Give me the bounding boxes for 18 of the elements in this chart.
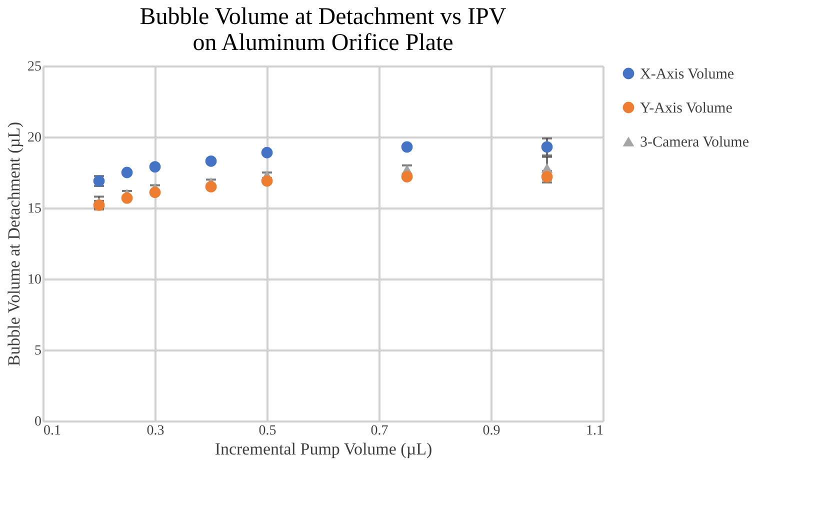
x-tick-label: 0.9	[482, 424, 500, 438]
y-tick-label: 0	[34, 414, 42, 430]
legend-label: Y-Axis Volume	[640, 100, 733, 116]
y-tick-label: 20	[28, 130, 42, 146]
x-tick-label: 0.3	[146, 424, 164, 438]
chart-title: Bubble Volume at Detachment vs IPV on Aluminum Orifice Plate	[140, 4, 507, 56]
x-tick-label: 1.1	[586, 424, 604, 438]
y-tick-label: 25	[28, 60, 42, 74]
x-tick-label: 0.1	[44, 424, 61, 438]
x-tick-label: 0.5	[258, 424, 276, 438]
y-tick-label: 10	[28, 272, 42, 288]
x-axis-title: Incremental Pump Volume (µL)	[214, 440, 432, 458]
legend-label: X-Axis Volume	[640, 66, 734, 82]
y-tick-label: 5	[34, 344, 42, 358]
legend-label: 3-Camera Volume	[640, 134, 750, 150]
y-tick-label: 15	[28, 202, 42, 216]
y-axis-title: Bubble Volume at Detachment (µL)	[4, 122, 24, 366]
x-tick-label: 0.7	[370, 424, 388, 438]
